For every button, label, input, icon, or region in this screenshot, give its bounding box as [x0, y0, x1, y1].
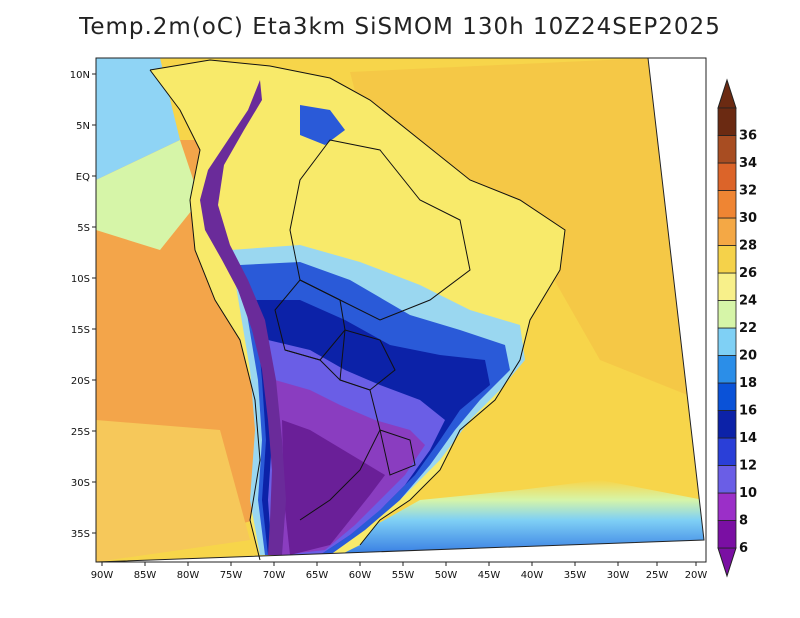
- south-atlantic-cool-field: [330, 480, 704, 560]
- colorbar: 6 8 10 12 14 16 18 20 22 24 26 28 30 32 34 36: [717, 78, 757, 578]
- coastline-pacific: [149, 69, 261, 561]
- lon-tick-label: 30W: [607, 570, 630, 581]
- guiana-cool-patch: [300, 105, 345, 145]
- colorbar-label: 8: [739, 514, 748, 529]
- lon-tick-label: 70W: [263, 570, 286, 581]
- colorbar-label: 18: [739, 376, 757, 391]
- colorbar-label: 20: [739, 349, 757, 364]
- longitude-ticks: [101, 562, 697, 566]
- lat-tick-label: 10N: [70, 70, 90, 81]
- lon-tick-label: 80W: [177, 570, 200, 581]
- lon-tick-label: 25W: [646, 570, 669, 581]
- colorbar-swatch: [717, 327, 737, 356]
- colorbar-swatch: [717, 410, 737, 439]
- colorbar-label: 16: [739, 404, 757, 419]
- lon-tick-label: 75W: [220, 570, 243, 581]
- lat-tick-label: 30S: [71, 478, 90, 489]
- colorbar-label: 6: [739, 541, 748, 556]
- coastlines-borders: [149, 59, 566, 561]
- colorbar-swatch: [717, 382, 737, 411]
- colorbar-label: 24: [739, 294, 757, 309]
- lon-tick-label: 60W: [349, 570, 372, 581]
- colorbar-swatch: [717, 107, 737, 136]
- border-argentina: [284, 349, 381, 521]
- border-paraguay: [339, 329, 396, 391]
- colorbar-swatch: [717, 300, 737, 329]
- lat-tick-label: 10S: [71, 274, 90, 285]
- lon-tick-label: 50W: [435, 570, 458, 581]
- colorbar-swatch: [717, 162, 737, 191]
- atlantic-warm-field: [350, 58, 700, 400]
- map-field: [96, 58, 704, 562]
- colorbar-label: 14: [739, 431, 757, 446]
- lat-tick-label: 35S: [71, 529, 90, 540]
- colorbar-swatch: [717, 465, 737, 494]
- coastline-south-america: [149, 59, 566, 546]
- lon-tick-label: 40W: [521, 570, 544, 581]
- pacific-equatorial-field: [96, 140, 200, 250]
- colorbar-swatch: [717, 217, 737, 246]
- lat-tick-label: 5N: [76, 121, 90, 132]
- colorbar-min-arrow: [717, 547, 737, 578]
- land-dark-purple-core: [282, 420, 385, 555]
- colorbar-swatch: [717, 245, 737, 274]
- lon-tick-label: 35W: [564, 570, 587, 581]
- colorbar-max-arrow: [717, 78, 737, 109]
- lon-tick-label: 85W: [134, 570, 157, 581]
- lon-tick-label: 65W: [306, 570, 329, 581]
- colorbar-label: 30: [739, 211, 757, 226]
- lon-tick-label: 55W: [392, 570, 415, 581]
- colorbar-swatch: [717, 355, 737, 384]
- lat-tick-label: 5S: [77, 223, 90, 234]
- lat-tick-label: EQ: [76, 172, 90, 183]
- colorbar-label: 12: [739, 459, 757, 474]
- colorbar-label: 22: [739, 321, 757, 336]
- colorbar-label: 34: [739, 156, 757, 171]
- axes-box: [95, 57, 707, 563]
- colorbar-label: 10: [739, 486, 757, 501]
- colorbar-swatch: [717, 520, 737, 549]
- lon-tick-label: 20W: [685, 570, 708, 581]
- pacific-north-cool: [96, 58, 180, 180]
- colorbar-label: 32: [739, 184, 757, 199]
- border-brazil: [289, 139, 471, 321]
- colorbar-swatch: [717, 437, 737, 466]
- colorbar-swatch: [717, 190, 737, 219]
- border-uruguay: [379, 429, 416, 476]
- pacific-south-field: [96, 420, 250, 562]
- latitude-ticks: [92, 73, 96, 534]
- andes-cold-strip: [200, 80, 286, 555]
- map-title: Temp.2m(oC) Eta3km SiSMOM 130h 10Z24SEP2…: [79, 14, 721, 40]
- lat-tick-label: 25S: [71, 427, 90, 438]
- colorbar-label: 28: [739, 239, 757, 254]
- lat-tick-label: 15S: [71, 325, 90, 336]
- latitude-axis: 10N 5N EQ 5S 10S 15S 20S 25S 30S 35S: [70, 70, 90, 540]
- colorbar-swatch: [717, 272, 737, 301]
- colorbar-label: 36: [739, 129, 757, 144]
- colorbar-swatch: [717, 135, 737, 164]
- colorbar-swatch: [717, 492, 737, 521]
- lon-tick-label: 45W: [478, 570, 501, 581]
- longitude-axis: 90W 85W 80W 75W 70W 65W 60W 55W 50W 45W …: [91, 570, 708, 581]
- colorbar-label: 26: [739, 266, 757, 281]
- lat-tick-label: 20S: [71, 376, 90, 387]
- lon-tick-label: 90W: [91, 570, 114, 581]
